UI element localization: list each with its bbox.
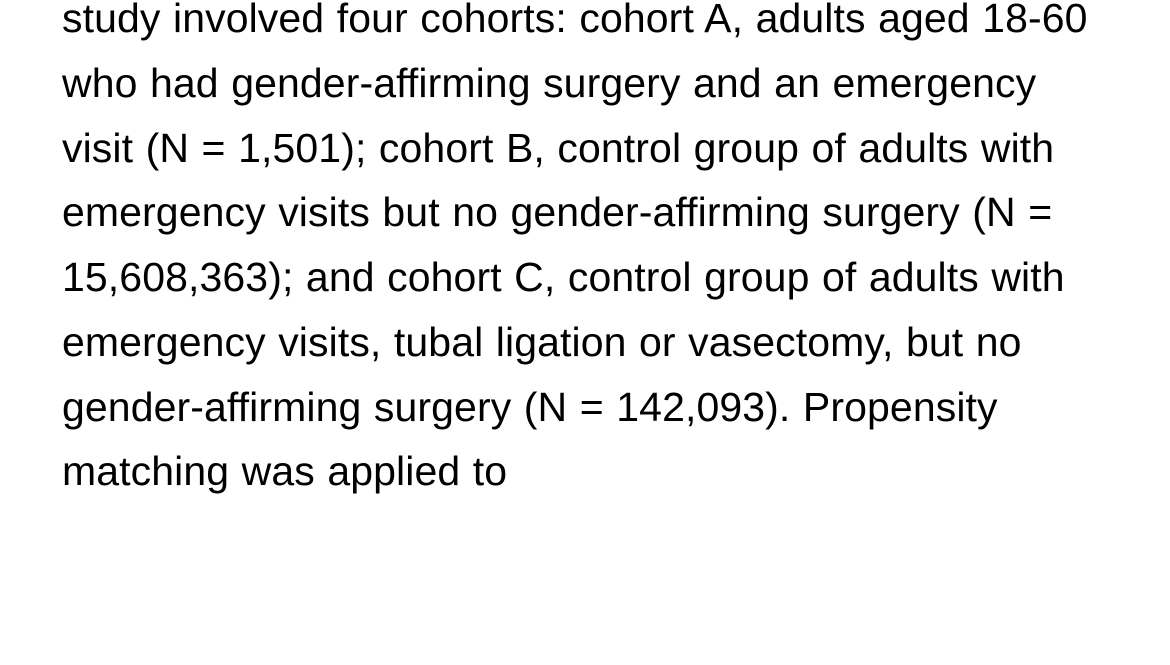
body-paragraph: study involved four cohorts: cohort A, a… xyxy=(0,0,1170,504)
